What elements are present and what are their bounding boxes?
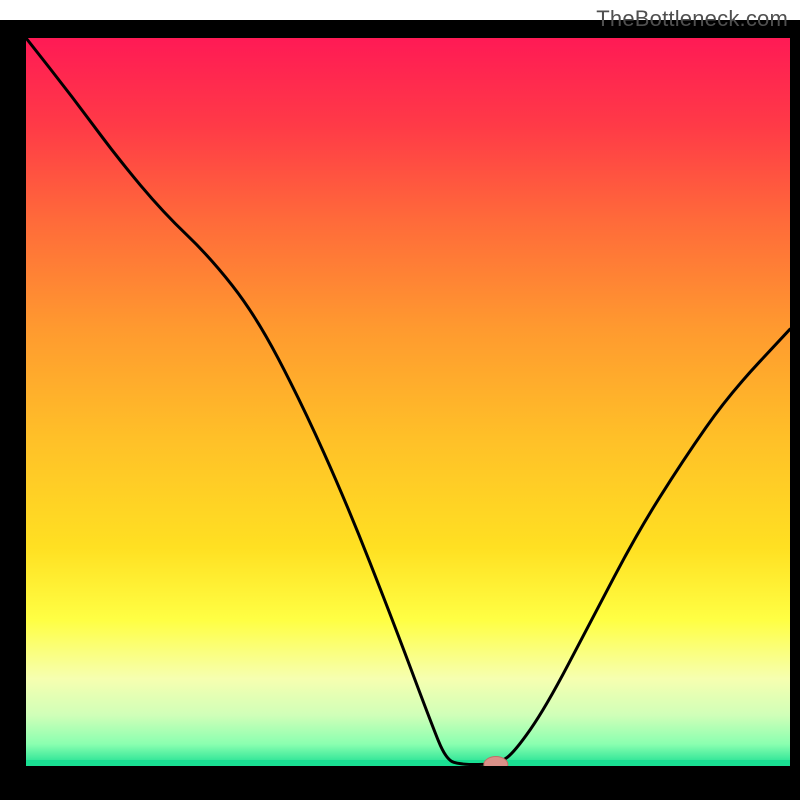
bottleneck-chart xyxy=(0,0,800,800)
chart-container: TheBottleneck.com xyxy=(0,0,800,800)
gradient-background xyxy=(26,38,790,766)
bottom-green-band xyxy=(26,760,790,766)
frame-mask-bottom xyxy=(0,784,800,800)
watermark-text: TheBottleneck.com xyxy=(596,6,788,32)
frame-mask-left xyxy=(0,20,8,800)
